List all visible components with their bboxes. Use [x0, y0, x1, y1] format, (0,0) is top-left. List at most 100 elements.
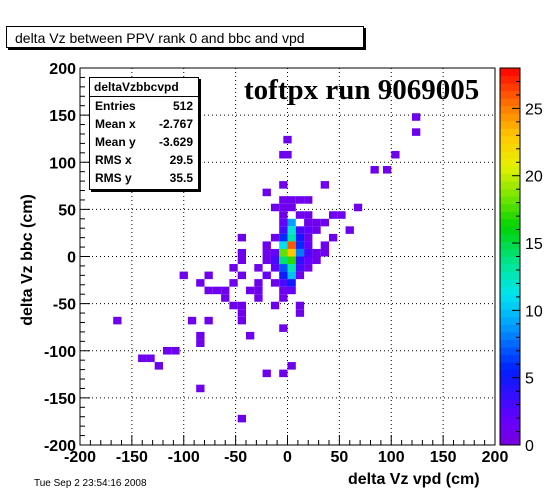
- heatmap-cell: [279, 181, 288, 189]
- heatmap-cell: [279, 241, 288, 249]
- palette-swatch: [500, 211, 520, 220]
- heatmap-cell: [279, 271, 288, 280]
- stats-value: 512: [172, 99, 193, 113]
- palette-swatch: [500, 150, 520, 159]
- heatmap-cell: [254, 264, 263, 272]
- palette-swatch: [500, 301, 520, 310]
- heatmap-cell: [329, 233, 338, 242]
- palette-swatch: [500, 279, 520, 288]
- heatmap-cell: [204, 316, 213, 325]
- y-tick-label: 150: [49, 108, 76, 125]
- x-tick-label: -50: [224, 449, 247, 466]
- heatmap-cell: [320, 218, 329, 227]
- heatmap-cell: [320, 241, 329, 249]
- stats-key: Entries: [95, 99, 136, 113]
- heatmap-cell: [279, 248, 288, 257]
- heatmap-cell: [304, 211, 313, 219]
- heatmap-cell: [295, 248, 305, 257]
- palette-swatch: [500, 399, 520, 408]
- y-tick-label: 100: [49, 155, 76, 172]
- heatmap-cell: [287, 279, 296, 287]
- heatmap-cell: [279, 211, 288, 219]
- heatmap-cell: [221, 286, 230, 295]
- y-tick-label: -100: [44, 344, 76, 361]
- heatmap-cell: [229, 279, 238, 287]
- heatmap-cell: [295, 226, 305, 234]
- palette-swatch: [500, 83, 520, 92]
- heatmap-cell: [295, 309, 305, 317]
- palette-swatch: [500, 286, 520, 295]
- palette-swatch: [500, 113, 520, 122]
- histogram-title: delta Vz between PPV rank 0 and bbc and …: [15, 30, 305, 46]
- palette-swatch: [500, 362, 520, 371]
- heatmap-cell: [179, 271, 188, 280]
- palette-swatch: [500, 75, 520, 84]
- stats-value: -2.767: [158, 117, 193, 131]
- y-axis-title: delta Vz bbc (cm): [19, 194, 36, 326]
- x-tick-label: 200: [482, 449, 509, 466]
- heatmap-cell: [146, 354, 155, 363]
- heatmap-cell: [295, 233, 305, 242]
- x-tick-label: -100: [168, 449, 200, 466]
- heatmap-cell: [279, 294, 288, 302]
- palette-swatch: [500, 316, 520, 325]
- palette-swatch: [500, 181, 520, 190]
- palette-swatch: [500, 143, 520, 152]
- heatmap-cell: [270, 233, 280, 242]
- palette-tick-label: 10: [525, 303, 543, 320]
- heatmap-cell: [204, 286, 213, 295]
- heatmap-cell: [304, 248, 313, 257]
- x-tick-label: 100: [378, 449, 405, 466]
- heatmap-cell: [287, 264, 296, 272]
- heatmap-cell: [279, 256, 288, 265]
- heatmap-cell: [287, 256, 296, 265]
- heatmap-cell: [295, 264, 305, 272]
- heatmap-cell: [196, 279, 205, 287]
- heatmap-cell: [304, 256, 313, 265]
- stats-row-mean-x: Mean x -2.767: [90, 115, 198, 133]
- heatmap-cell: [196, 384, 205, 393]
- stats-value: -3.629: [158, 135, 193, 149]
- heatmap-cell: [262, 256, 271, 265]
- heatmap-cell: [329, 211, 338, 219]
- axes: -200 -150 -100 -50 0 50 100 150 200 -200 -150 -100 -…: [44, 61, 508, 466]
- heatmap-cell: [279, 218, 288, 227]
- run-label: toftpx run 9069005: [244, 74, 480, 106]
- heatmap-cell: [246, 331, 255, 340]
- palette-swatch: [500, 98, 520, 107]
- heatmap-cell: [391, 150, 400, 159]
- heatmap-cell: [138, 354, 147, 363]
- heatmap-cell: [304, 233, 313, 242]
- palette-swatch: [500, 166, 520, 175]
- heatmap-cell: [304, 196, 313, 204]
- heatmap-cell: [229, 264, 238, 272]
- stats-key: Mean x: [95, 117, 136, 131]
- palette-swatch: [500, 429, 520, 438]
- palette-swatch: [500, 158, 520, 167]
- heatmap-cell: [283, 135, 292, 144]
- heatmap-cell: [312, 256, 321, 265]
- histogram-title-box: delta Vz between PPV rank 0 and bbc and …: [6, 26, 364, 48]
- heatmap-cell: [254, 294, 263, 302]
- heatmap-cell: [279, 226, 288, 234]
- y-tick-label: -50: [53, 297, 76, 314]
- heatmap-cell: [237, 414, 246, 423]
- y-tick-label: 50: [58, 202, 76, 219]
- x-tick-label: 150: [430, 449, 457, 466]
- palette-tick-label: 20: [525, 169, 543, 186]
- palette-tick-label: 5: [525, 371, 534, 388]
- heatmap-cell: [287, 196, 296, 204]
- palette-swatch: [500, 203, 520, 212]
- heatmap-cell: [212, 286, 222, 295]
- palette-swatch: [500, 407, 520, 416]
- stats-key: Mean y: [95, 135, 136, 149]
- heatmap-cell: [254, 279, 263, 287]
- heatmap-cell: [279, 324, 288, 332]
- heatmap-cell: [412, 113, 421, 121]
- heatmap-cell: [270, 248, 280, 257]
- heatmap-cell: [237, 248, 246, 257]
- heatmap-cell: [279, 203, 288, 212]
- palette-swatch: [500, 414, 520, 423]
- y-tick-label: 0: [67, 250, 76, 267]
